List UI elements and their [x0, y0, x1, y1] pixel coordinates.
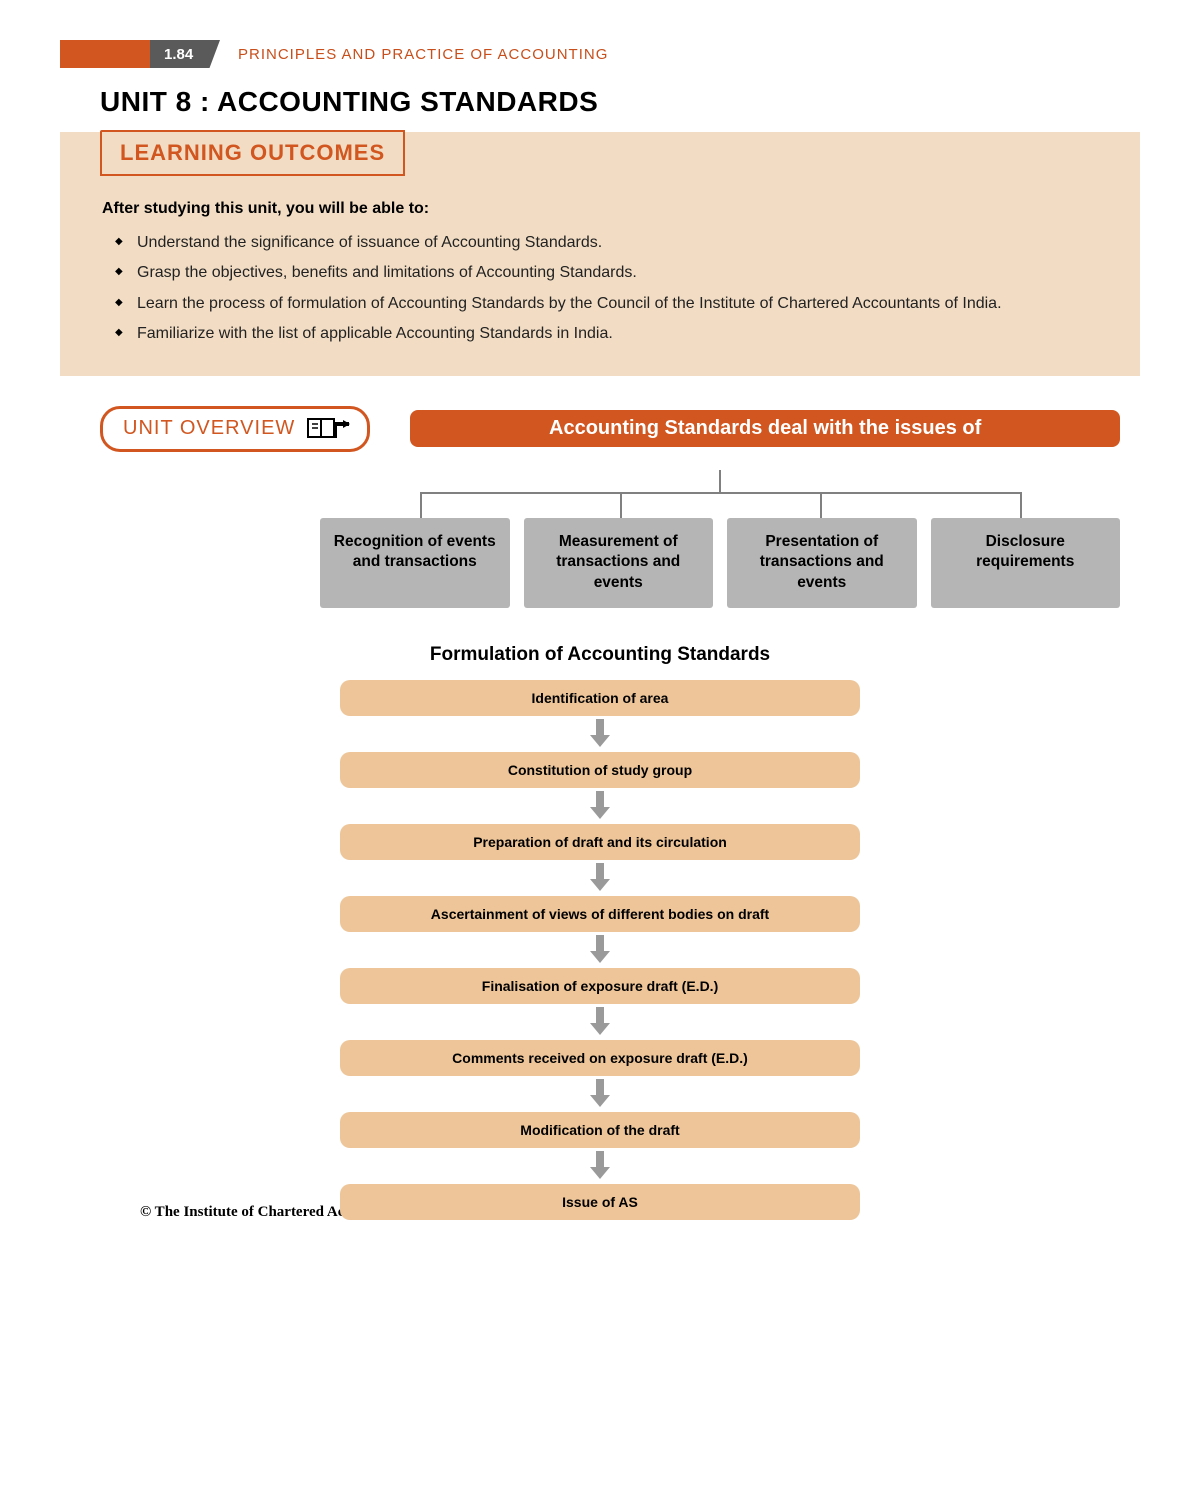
unit-title: UNIT 8 : ACCOUNTING STANDARDS	[100, 86, 1140, 118]
outcomes-intro: After studying this unit, you will be ab…	[102, 200, 1140, 218]
page: 1.84 PRINCIPLES AND PRACTICE OF ACCOUNTI…	[0, 0, 1200, 1261]
header-orange-bar	[60, 40, 150, 68]
flow-step: Finalisation of exposure draft (E.D.)	[340, 968, 860, 1004]
down-arrow-icon	[340, 1148, 860, 1184]
flow-step: Comments received on exposure draft (E.D…	[340, 1040, 860, 1076]
flow-step: Modification of the draft	[340, 1112, 860, 1148]
book-pointer-icon	[307, 416, 351, 442]
issue-box: Disclosure requirements	[931, 518, 1121, 609]
outcome-item: Learn the process of formulation of Acco…	[115, 291, 1080, 317]
unit-overview-badge: UNIT OVERVIEW	[100, 406, 370, 452]
outcomes-list: Understand the significance of issuance …	[115, 230, 1080, 348]
down-arrow-icon	[340, 932, 860, 968]
issues-header: Accounting Standards deal with the issue…	[410, 410, 1120, 447]
learning-outcomes-heading: LEARNING OUTCOMES	[100, 130, 405, 176]
issues-tree: Recognition of events and transactions M…	[320, 470, 1120, 609]
page-number-badge: 1.84	[150, 40, 220, 68]
unit-overview-label: UNIT OVERVIEW	[123, 417, 295, 440]
flow-step: Preparation of draft and its circulation	[340, 824, 860, 860]
flow-step: Constitution of study group	[340, 752, 860, 788]
header-bar: 1.84 PRINCIPLES AND PRACTICE OF ACCOUNTI…	[60, 40, 1140, 68]
outcome-item: Familiarize with the list of applicable …	[115, 321, 1080, 347]
flow-step: Ascertainment of views of different bodi…	[340, 896, 860, 932]
overview-row: UNIT OVERVIEW Accounting Standards deal …	[100, 406, 1140, 452]
issue-box: Recognition of events and transactions	[320, 518, 510, 609]
down-arrow-icon	[340, 1076, 860, 1112]
learning-outcomes-section: LEARNING OUTCOMES After studying this un…	[60, 132, 1140, 376]
formulation-title: Formulation of Accounting Standards	[60, 644, 1140, 666]
formulation-flowchart: Identification of area Constitution of s…	[340, 680, 860, 1220]
issue-box: Presentation of transactions and events	[727, 518, 917, 609]
outcome-item: Grasp the objectives, benefits and limit…	[115, 260, 1080, 286]
page-number: 1.84	[164, 46, 193, 63]
issue-box: Measurement of transactions and events	[524, 518, 714, 609]
tree-connectors	[320, 470, 1120, 518]
outcome-item: Understand the significance of issuance …	[115, 230, 1080, 256]
down-arrow-icon	[340, 716, 860, 752]
flow-step: Identification of area	[340, 680, 860, 716]
issues-row: Recognition of events and transactions M…	[320, 518, 1120, 609]
flow-step: Issue of AS	[340, 1184, 860, 1220]
down-arrow-icon	[340, 1004, 860, 1040]
down-arrow-icon	[340, 788, 860, 824]
down-arrow-icon	[340, 860, 860, 896]
book-title: PRINCIPLES AND PRACTICE OF ACCOUNTING	[238, 46, 608, 63]
